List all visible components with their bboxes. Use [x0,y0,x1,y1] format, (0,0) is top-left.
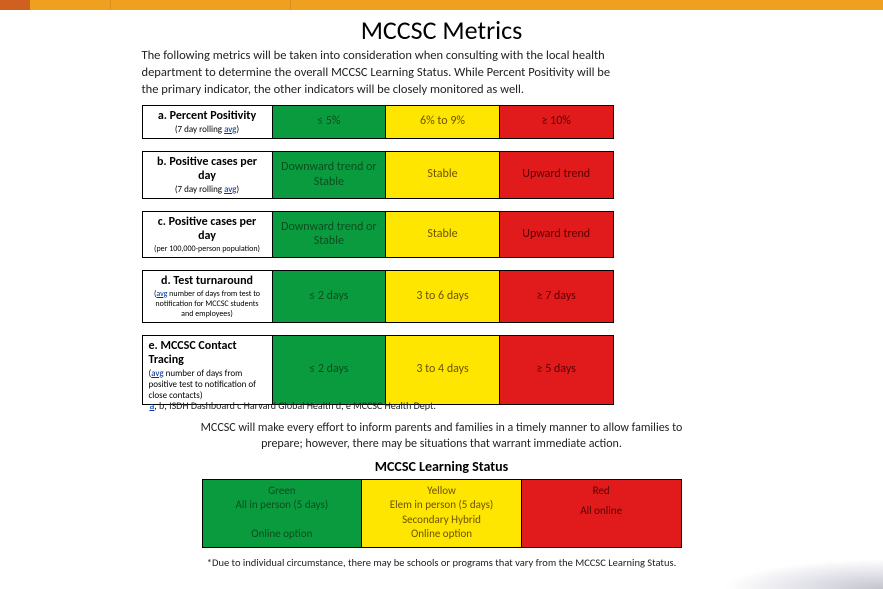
page-title: MCCSC Metrics [0,14,883,46]
metric-yellow: 3 to 6 days [386,271,500,322]
content-area: The following metrics will be taken into… [142,48,742,569]
status-line: Secondary Hybrid [366,513,517,527]
mid-paragraph: MCCSC will make every effort to inform p… [182,420,702,452]
status-green: Green All in person (5 days) Online opti… [203,480,363,547]
metric-yellow: Stable [386,212,500,257]
metric-green: ≤ 5% [273,106,387,138]
metric-label: a. Percent Positivity (7 day rolling avg… [143,106,273,138]
metric-label: d. Test turnaround (avg number of days f… [143,271,273,322]
metric-label: b. Positive cases per day (7 day rolling… [143,152,273,198]
status-line: All in person (5 days) [207,498,358,512]
status-header: Green [207,484,358,498]
status-option: Online option [207,527,358,541]
metric-title: c. Positive cases per day [149,215,266,243]
metric-red: ≥ 10% [500,106,613,138]
status-yellow: Yellow Elem in person (5 days) Secondary… [362,480,522,547]
metric-red: ≥ 7 days [500,271,613,322]
status-title: MCCSC Learning Status [142,458,742,475]
metric-subtitle: (avg number of days from positive test t… [149,368,266,401]
metric-row-b: b. Positive cases per day (7 day rolling… [142,151,614,199]
metric-row-d: d. Test turnaround (avg number of days f… [142,270,614,323]
metric-title: b. Positive cases per day [149,155,266,183]
metric-subtitle: (7 day rolling avg) [149,184,266,195]
metric-yellow: Stable [386,152,500,198]
status-line: All online [526,504,677,518]
metric-subtitle: (avg number of days from test to notific… [149,289,266,319]
metric-title: e. MCCSC Contact Tracing [149,339,266,367]
status-red: Red All online [522,480,681,547]
metric-label: e. MCCSC Contact Tracing (avg number of … [143,336,273,404]
metric-green: ≤ 2 days [273,336,387,404]
metrics-table: a. Percent Positivity (7 day rolling avg… [142,105,614,412]
metric-row-c: c. Positive cases per day (per 100,000-p… [142,211,614,258]
metric-red: Upward trend [500,212,613,257]
metric-red: Upward trend [500,152,613,198]
metric-title: a. Percent Positivity [149,109,266,123]
metric-subtitle: (per 100,000-person population) [149,244,266,254]
status-line: Elem in person (5 days) [366,498,517,512]
metric-row-a: a. Percent Positivity (7 day rolling avg… [142,105,614,139]
status-option: Online option [366,527,517,541]
status-table: Green All in person (5 days) Online opti… [202,479,682,548]
top-accent-bar [0,0,883,10]
metric-yellow: 6% to 9% [386,106,500,138]
metric-red: ≥ 5 days [500,336,613,404]
metric-yellow: 3 to 4 days [386,336,500,404]
metric-green: Downward trend or Stable [273,152,387,198]
decorative-corner [723,559,883,589]
status-header: Yellow [366,484,517,498]
metric-green: ≤ 2 days [273,271,387,322]
intro-text: The following metrics will be taken into… [142,48,612,99]
footnote: *Due to individual circumstance, there m… [142,556,742,569]
status-header: Red [526,484,677,498]
metric-title: d. Test turnaround [149,274,266,288]
metric-label: c. Positive cases per day (per 100,000-p… [143,212,273,257]
metric-subtitle: (7 day rolling avg) [149,124,266,135]
metric-green: Downward trend or Stable [273,212,387,257]
metric-row-e: e. MCCSC Contact Tracing (avg number of … [142,335,614,405]
